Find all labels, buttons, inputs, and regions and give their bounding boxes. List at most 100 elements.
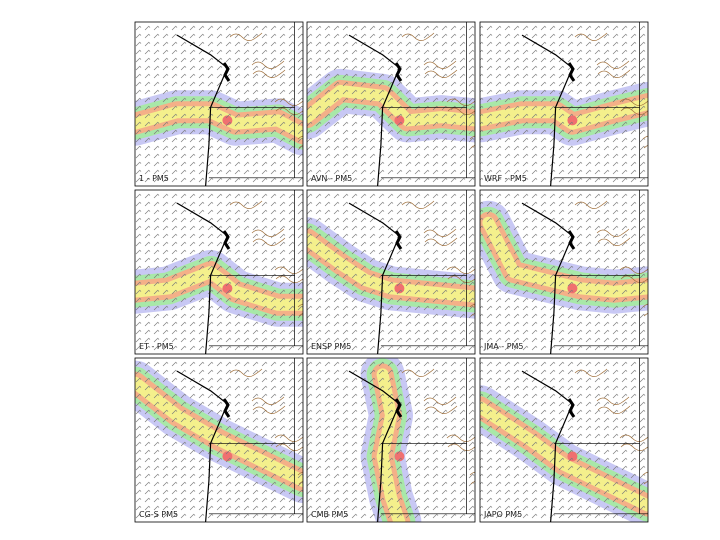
- state-border: [380, 358, 475, 515]
- terrain-contour: [423, 396, 457, 405]
- terrain-contour: [596, 60, 630, 69]
- terrain-contour: [574, 368, 608, 377]
- panel-label: CMB PM5: [311, 510, 348, 519]
- sound: [222, 62, 231, 82]
- terrain-contour: [643, 481, 648, 485]
- state-border: [208, 190, 303, 347]
- terrain-contour: [252, 69, 286, 78]
- terrain-contour: [619, 266, 648, 274]
- map-panel: ENSP PM5: [306, 189, 476, 355]
- terrain-contour: [596, 396, 630, 405]
- terrain-contour: [447, 107, 475, 115]
- panel-label: AVN - PM5: [311, 174, 352, 183]
- panel-frame: [479, 189, 649, 355]
- map-panel: ET - PM5: [134, 189, 304, 355]
- terrain-contour: [424, 405, 458, 414]
- coastline: [176, 202, 229, 354]
- terrain-contour: [620, 275, 648, 283]
- terrain-contour: [446, 98, 475, 106]
- terrain-contour: [252, 237, 286, 246]
- panel-label: JMA - PM5: [483, 342, 524, 351]
- terrain-contour: [447, 443, 475, 451]
- panel-label: CG-S PM5: [139, 510, 178, 519]
- sound: [222, 230, 231, 250]
- wind-barbs: [307, 358, 475, 522]
- sound: [394, 230, 403, 250]
- panel-content: [135, 22, 303, 186]
- sound: [394, 398, 403, 418]
- terrain-contour: [643, 145, 648, 149]
- terrain-contour: [619, 98, 648, 106]
- panel-content: [307, 22, 475, 186]
- terrain-contour: [423, 228, 457, 237]
- map-panel: CG-S PM5: [134, 357, 304, 523]
- wind-barbs: [480, 190, 648, 354]
- panel-label: ENSP PM5: [311, 342, 351, 351]
- terrain-contour: [251, 396, 285, 405]
- panel-frame: [134, 357, 304, 523]
- terrain-contour: [229, 200, 263, 209]
- sound: [567, 398, 576, 418]
- sound: [394, 62, 403, 82]
- panel-label: JAPO PM5: [483, 510, 522, 519]
- terrain-contour: [401, 32, 435, 41]
- terrain-contour: [574, 200, 608, 209]
- sound: [222, 398, 231, 418]
- map-panel: JAPO PM5: [479, 357, 649, 523]
- panel-frame: [306, 21, 476, 187]
- wind-barbs: [480, 22, 648, 186]
- terrain-contour: [446, 434, 475, 442]
- wind-barbs: [480, 358, 648, 522]
- coastline: [521, 202, 574, 354]
- terrain-contour: [274, 98, 303, 106]
- coastline: [176, 370, 229, 522]
- panel-content: [135, 358, 303, 522]
- wind-barbs: [135, 190, 303, 354]
- state-border: [553, 190, 648, 347]
- terrain-contour: [597, 69, 631, 78]
- coastline: [348, 34, 401, 186]
- map-panel: JMA - PM5: [479, 189, 649, 355]
- terrain-contour: [424, 237, 458, 246]
- state-border: [208, 358, 303, 515]
- terrain-contour: [252, 405, 286, 414]
- panel-content: [307, 190, 475, 354]
- terrain-contour: [274, 266, 303, 274]
- wind-barbs: [307, 22, 475, 186]
- terrain-contour: [596, 228, 630, 237]
- panel-content: [307, 358, 475, 522]
- terrain-contour: [275, 443, 303, 451]
- terrain-contour: [274, 434, 303, 442]
- panel-label: 1 - PM5: [139, 174, 169, 183]
- wind-barbs: [135, 22, 303, 186]
- coastline: [521, 370, 574, 522]
- sound: [567, 62, 576, 82]
- terrain-contour: [251, 60, 285, 69]
- terrain-contour: [574, 32, 608, 41]
- sound: [567, 230, 576, 250]
- terrain-contour: [597, 405, 631, 414]
- terrain-contour: [619, 434, 648, 442]
- terrain-contour: [275, 275, 303, 283]
- panel-frame: [479, 357, 649, 523]
- coastline: [348, 202, 401, 354]
- state-border: [553, 358, 648, 515]
- panel-frame: [306, 357, 476, 523]
- terrain-contour: [447, 275, 475, 283]
- state-border: [208, 22, 303, 179]
- terrain-contour: [446, 266, 475, 274]
- terrain-contour: [401, 200, 435, 209]
- panel-frame: [479, 21, 649, 187]
- terrain-contour: [251, 228, 285, 237]
- wind-barbs: [307, 190, 475, 354]
- coastline: [176, 34, 229, 186]
- map-panel: 1 - PM5: [134, 21, 304, 187]
- map-panel: AVN - PM5: [306, 21, 476, 187]
- terrain-contour: [229, 368, 263, 377]
- panel-label: ET - PM5: [139, 342, 174, 351]
- panel-label: WRF - PM5: [484, 174, 527, 183]
- terrain-contour: [275, 107, 303, 115]
- panel-content: [480, 22, 648, 186]
- panel-content: [480, 190, 648, 354]
